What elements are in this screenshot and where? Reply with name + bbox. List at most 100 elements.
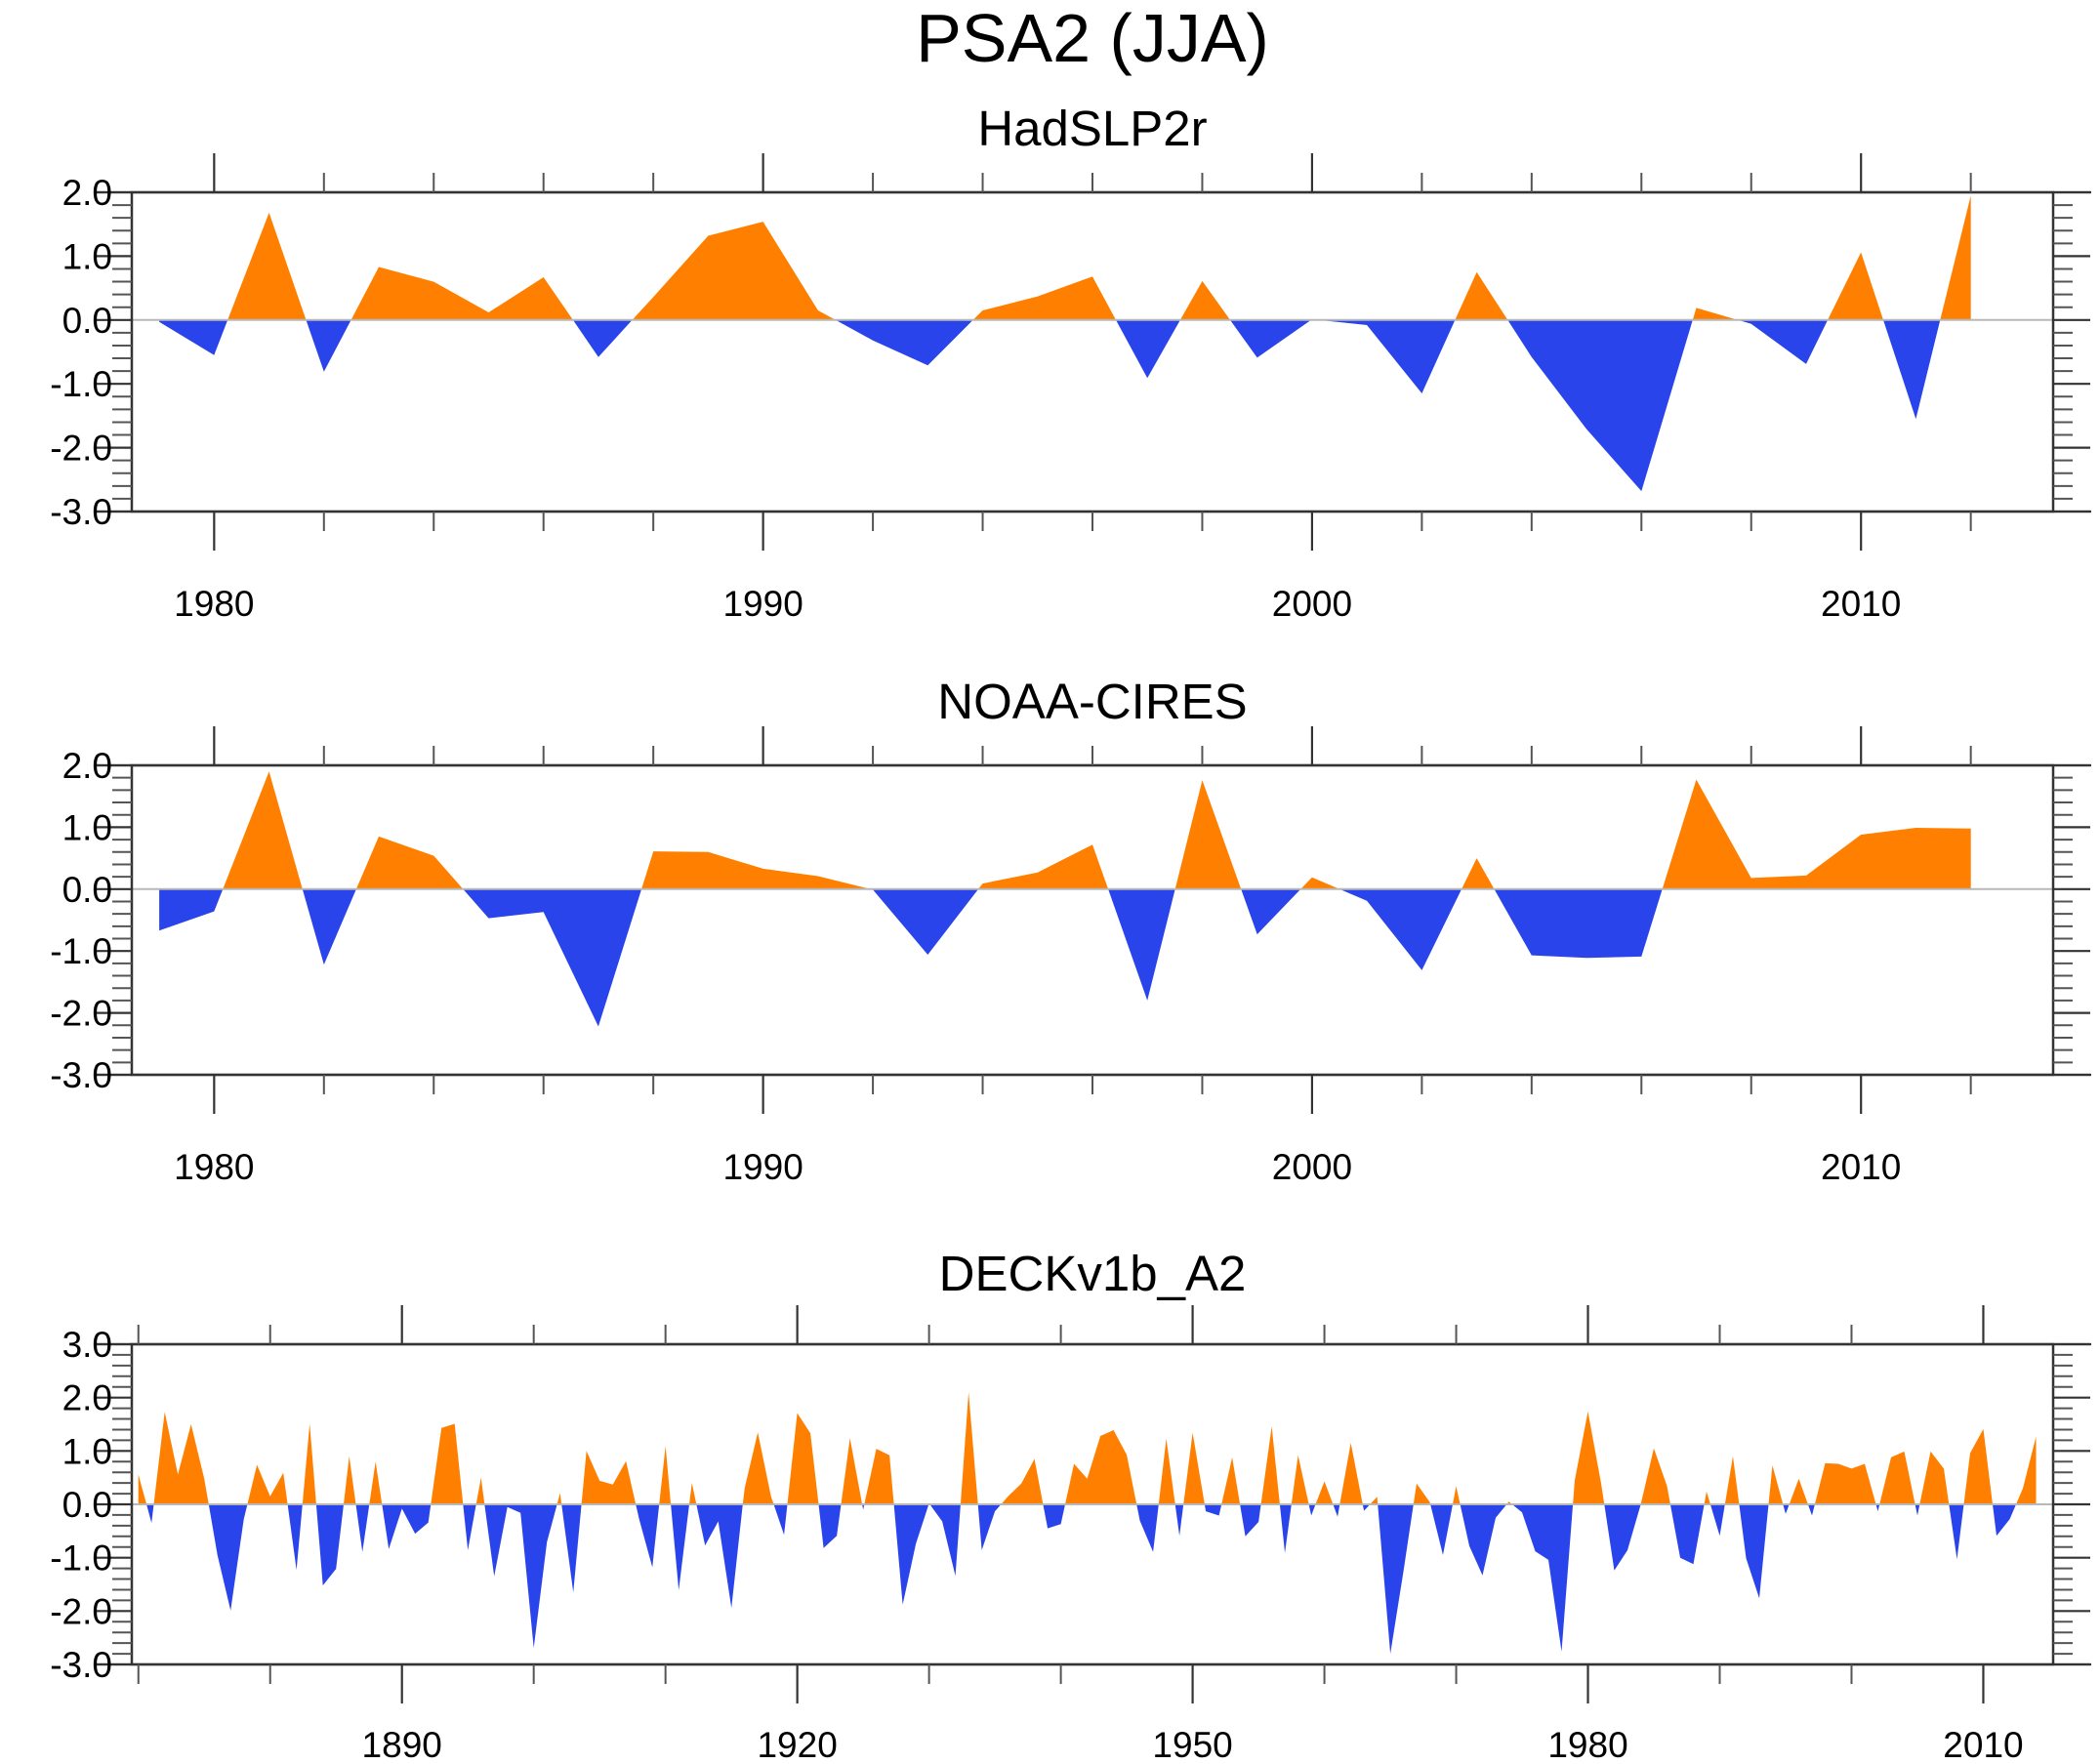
negative-area — [1362, 1504, 1371, 1511]
positive-area — [1315, 1481, 1334, 1504]
negative-area — [1308, 1504, 1316, 1516]
positive-area — [978, 844, 1109, 889]
positive-area — [1940, 195, 1971, 320]
positive-area — [1001, 1458, 1044, 1504]
negative-area — [1043, 1504, 1065, 1529]
positive-area — [344, 1456, 356, 1504]
positive-area — [1814, 1462, 1876, 1504]
positive-area — [1260, 1426, 1280, 1504]
negative-area — [1174, 1504, 1184, 1537]
positive-area — [247, 1464, 288, 1504]
negative-area — [1669, 1504, 1705, 1565]
negative-area — [302, 888, 356, 965]
positive-area — [1455, 271, 1508, 320]
negative-area — [572, 319, 633, 357]
negative-area — [463, 1504, 476, 1550]
x-tick-label: 1990 — [722, 1147, 803, 1187]
positive-area — [2016, 1436, 2037, 1504]
negative-area — [287, 1504, 303, 1571]
positive-area — [138, 1474, 147, 1504]
negative-area — [1807, 1504, 1815, 1516]
positive-area — [1183, 1432, 1205, 1504]
negative-area — [159, 888, 224, 931]
x-tick-label: 1920 — [757, 1725, 837, 1764]
x-tick-label: 1950 — [1152, 1725, 1232, 1764]
positive-area — [1065, 1430, 1137, 1504]
negative-area — [1915, 1504, 1920, 1516]
positive-area — [223, 771, 303, 889]
positive-area — [841, 1438, 863, 1504]
positive-area — [1158, 1438, 1175, 1504]
x-axis: 1980 1990 2000 2010 — [174, 153, 1972, 624]
y-axis: 2.0 1.0 0.0 -1.0 -2.0 -3.0 — [50, 173, 2090, 532]
negative-area — [159, 319, 228, 355]
x-axis: 1980 1990 2000 2010 — [174, 726, 1972, 1187]
positive-area — [1704, 1491, 1710, 1504]
positive-area — [1662, 779, 1971, 889]
panel-noaa-cires: NOAA-CIRES 2.0 1.0 0.0 -1.0 -2.0 -3.0 1980 1990… — [50, 674, 2091, 1187]
negative-area — [671, 1504, 689, 1590]
x-tick-label: 2010 — [1821, 1147, 1901, 1187]
negative-area — [484, 1504, 557, 1649]
panel-title: NOAA-CIRES — [937, 674, 1247, 729]
y-tick-label: -1.0 — [50, 364, 112, 404]
panel-title: HadSLP2r — [977, 101, 1207, 156]
y-tick-label: 3.0 — [62, 1325, 112, 1365]
y-tick-label: 1.0 — [62, 236, 112, 276]
positive-area — [1370, 1497, 1379, 1504]
positive-area — [1300, 877, 1339, 889]
positive-area — [960, 1392, 978, 1504]
y-tick-label: 2.0 — [62, 746, 112, 786]
positive-area — [581, 1451, 637, 1504]
positive-area — [641, 851, 871, 889]
negative-area — [1240, 1504, 1261, 1537]
negative-area — [1883, 319, 1941, 420]
negative-area — [1739, 1504, 1769, 1599]
negative-area — [1108, 888, 1175, 1001]
positive-area — [1919, 1451, 1950, 1504]
negative-area — [306, 319, 351, 372]
negative-area — [355, 1504, 370, 1552]
positive-area — [1339, 1443, 1363, 1504]
positive-area — [632, 222, 836, 320]
negative-area — [463, 888, 642, 1027]
y-tick-label: 2.0 — [62, 173, 112, 213]
negative-area — [1339, 888, 1462, 970]
y-tick-label: 0.0 — [62, 1485, 112, 1525]
x-tick-label: 2010 — [1943, 1725, 2023, 1764]
positive-area — [742, 1432, 774, 1504]
negative-area — [929, 1504, 961, 1577]
y-tick-label: -1.0 — [50, 931, 112, 971]
y-tick-label: -2.0 — [50, 994, 112, 1034]
panel-hadslp2r: HadSLP2r 2.0 1.0 0.0 -1.0 -2.0 -3.0 1980 1990 20… — [50, 101, 2091, 624]
positive-area — [1879, 1451, 1915, 1504]
negative-area — [862, 1504, 865, 1510]
x-tick-label: 1990 — [722, 584, 803, 624]
negative-area — [208, 1504, 248, 1611]
negative-area — [1993, 1504, 2016, 1537]
negative-area — [1136, 1504, 1159, 1552]
x-tick-label: 2000 — [1272, 1147, 1352, 1187]
negative-area — [1738, 319, 1829, 364]
y-tick-label: -3.0 — [50, 492, 112, 532]
negative-area — [1604, 1504, 1641, 1571]
negative-area — [893, 1504, 929, 1605]
positive-area — [475, 1477, 485, 1504]
x-tick-label: 1890 — [362, 1725, 442, 1764]
y-tick-label: -2.0 — [50, 1591, 112, 1631]
y-tick-label: -3.0 — [50, 1645, 112, 1685]
negative-area — [835, 319, 973, 366]
negative-area — [1378, 1504, 1414, 1655]
positive-area — [1692, 308, 1739, 320]
negative-area — [1333, 1504, 1340, 1517]
negative-area — [561, 1504, 582, 1593]
negative-area — [382, 1504, 432, 1549]
negative-area — [315, 1504, 344, 1586]
negative-area — [1230, 319, 1311, 358]
positive-area — [1453, 1486, 1461, 1504]
negative-area — [1279, 1504, 1292, 1553]
negative-area — [1430, 1504, 1453, 1555]
area-fills — [159, 771, 1971, 1027]
